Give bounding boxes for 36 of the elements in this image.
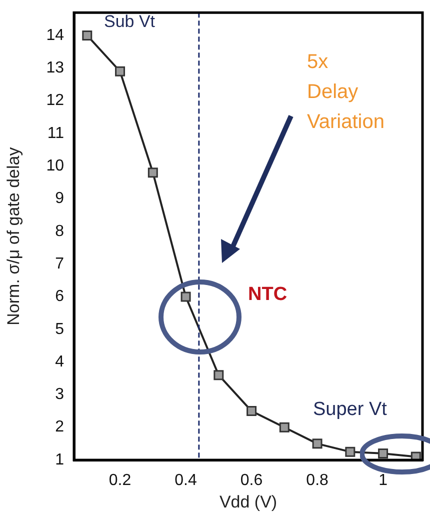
y-tick-label: 12 bbox=[46, 92, 64, 110]
x-tick-label: 1 bbox=[378, 472, 388, 490]
y-tick-label: 9 bbox=[55, 190, 64, 208]
x-axis-title: Vdd (V) bbox=[219, 492, 278, 512]
y-tick-label: 5 bbox=[55, 320, 64, 338]
y-tick-label: 10 bbox=[46, 157, 64, 174]
point bbox=[180, 292, 191, 302]
y-tick-label: 8 bbox=[55, 222, 64, 240]
y-tick-label: 14 bbox=[46, 26, 64, 44]
point bbox=[214, 370, 224, 380]
point bbox=[115, 66, 126, 76]
point bbox=[378, 448, 388, 458]
point bbox=[279, 422, 290, 432]
y-tick-label: 1 bbox=[55, 451, 64, 468]
point bbox=[82, 30, 92, 40]
x-tick-label: 0.2 bbox=[108, 472, 132, 490]
annotation: Super Vt bbox=[313, 399, 388, 420]
annotation: NTC bbox=[248, 284, 288, 305]
point bbox=[312, 438, 322, 449]
y-tick-label: 11 bbox=[47, 124, 64, 142]
y-axis-title: Norm. σ/μ of gate delay bbox=[4, 146, 23, 326]
annotation: 5x Delay Variation bbox=[307, 51, 384, 133]
point bbox=[410, 452, 421, 460]
y-tick-label: 7 bbox=[55, 255, 64, 272]
y-tick-label: 3 bbox=[55, 386, 64, 404]
point bbox=[148, 168, 158, 178]
y-tick-label: 4 bbox=[55, 353, 64, 370]
x-tick-label: 0.6 bbox=[240, 472, 263, 490]
point bbox=[345, 446, 356, 457]
x-tick-label: 0.8 bbox=[306, 472, 329, 490]
y-tick-label: 2 bbox=[55, 418, 64, 436]
annotation: Sub Vt bbox=[104, 12, 156, 31]
y-tick-label: 13 bbox=[46, 60, 64, 77]
point bbox=[246, 406, 257, 416]
x-tick-label: 0.4 bbox=[174, 472, 197, 490]
y-tick-label: 6 bbox=[55, 288, 64, 306]
